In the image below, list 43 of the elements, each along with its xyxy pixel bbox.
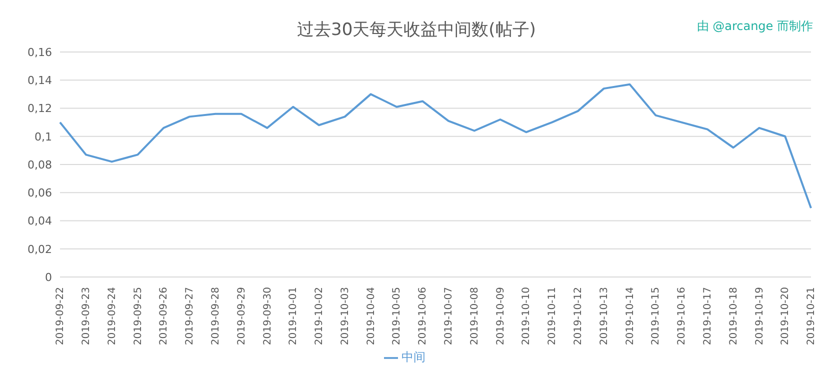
x-tick-label: 2019-09-30 [262,287,274,346]
x-tick-label: 2019-09-25 [132,287,144,346]
y-tick-label: 0,12 [28,102,52,116]
x-tick-label: 2019-10-05 [392,287,403,346]
x-tick-label: 2019-09-27 [184,287,196,346]
y-tick-label: 0,14 [28,74,52,88]
y-tick-label: 0,02 [28,242,52,256]
y-tick-label: 0,06 [28,186,52,200]
x-tick-label: 2019-09-24 [106,287,118,346]
x-tick-label: 2019-09-28 [210,287,222,346]
x-tick-label: 2019-10-11 [547,287,558,346]
x-tick-label: 2019-09-23 [80,287,92,346]
x-tick-label: 2019-10-19 [754,287,766,346]
x-tick-label: 2019-10-08 [469,287,480,346]
x-tick-label: 2019-10-16 [676,287,688,346]
x-tick-label: 2019-10-07 [444,287,455,346]
x-tick-label: 2019-09-29 [236,287,248,346]
text: 由 @arcange 而制作 [696,18,813,35]
x-tick-label: 2019-10-14 [624,287,636,346]
y-tick-label: 0,04 [28,214,52,228]
line-series [59,83,812,210]
x-tick-label: 2019-10-06 [418,287,429,346]
x-tick-label: 2019-10-12 [573,287,584,346]
y-tick-label: 0 [45,270,52,284]
x-tick-label: 2019-10-01 [288,287,300,346]
x-tick-label: 2019-10-17 [702,287,714,346]
x-tick-label: 2019-10-20 [780,287,792,346]
x-tick-label: 2019-10-02 [314,287,326,346]
y-tick-label: 0,16 [28,46,52,59]
x-tick-label: 2019-10-21 [806,287,818,346]
x-tick-label: 2019-10-03 [340,287,351,346]
x-tick-label: 2019-09-22 [55,287,66,346]
legend-label: 中间 [402,350,426,364]
x-tick-label: 2019-10-10 [521,287,532,346]
x-tick-label: 2019-10-13 [598,287,610,346]
y-tick-label: 0,1 [34,130,52,144]
y-tick-label: 0,08 [28,158,52,172]
x-tick-label: 2019-10-09 [495,287,506,346]
x-tick-label: 2019-10-04 [366,287,377,346]
chart-title: 过去30天每天收益中间数(帖子) [297,20,536,40]
x-tick-label: 2019-10-15 [650,287,662,346]
x-tick-label: 2019-10-18 [728,287,740,346]
x-tick-label: 2019-09-26 [158,287,170,346]
